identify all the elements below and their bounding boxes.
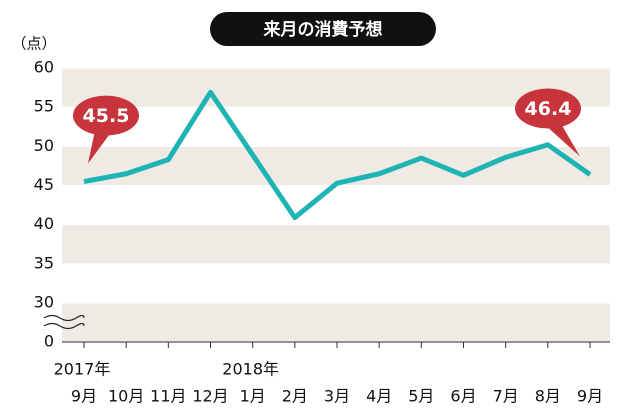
y-tick-label: 40 xyxy=(34,214,54,233)
x-tick-label: 12月 xyxy=(192,387,228,406)
y-unit: （点） xyxy=(11,35,56,53)
x-tick-label: 6月 xyxy=(450,387,476,406)
y-tick-label: 35 xyxy=(34,253,54,272)
x-tick-label: 9月 xyxy=(577,387,603,406)
value-label: 45.5 xyxy=(83,105,130,127)
x-tick-label: 8月 xyxy=(535,387,561,406)
x-tick-label: 4月 xyxy=(366,387,392,406)
x-tick-label: 11月 xyxy=(150,387,186,406)
x-tick-label: 9月 xyxy=(71,387,97,406)
x-tick-label: 1月 xyxy=(240,387,266,406)
grid-band xyxy=(62,303,610,342)
value-label: 46.4 xyxy=(525,98,572,120)
x-tick-label: 5月 xyxy=(408,387,434,406)
axis-break xyxy=(43,314,85,322)
data-line xyxy=(83,89,592,221)
x-tick-label: 7月 xyxy=(493,387,519,406)
y-tick-label: 45 xyxy=(34,175,54,194)
x-tick-label: 10月 xyxy=(108,387,144,406)
y-tick-label: 50 xyxy=(34,136,54,155)
y-tick-label: 30 xyxy=(34,293,54,312)
grid-band xyxy=(62,224,610,264)
axis-break xyxy=(43,322,85,330)
year-label: 2017年 xyxy=(54,360,111,379)
callout xyxy=(515,88,581,129)
callout xyxy=(73,95,139,136)
x-tick-label: 2月 xyxy=(282,387,308,406)
y-tick-label: 55 xyxy=(34,97,54,116)
chart-title: 来月の消費予想 xyxy=(263,19,383,40)
y-tick-label: 0 xyxy=(44,332,54,351)
x-tick-label: 3月 xyxy=(324,387,350,406)
year-label: 2018年 xyxy=(222,360,279,379)
title-pill xyxy=(210,12,436,46)
y-tick-label: 60 xyxy=(34,58,54,77)
